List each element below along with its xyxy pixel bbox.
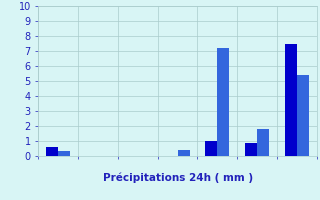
- Bar: [46, 147, 58, 156]
- X-axis label: Précipitations 24h ( mm ): Précipitations 24h ( mm ): [102, 173, 253, 183]
- Bar: [58, 151, 70, 156]
- Bar: [297, 75, 309, 156]
- Bar: [257, 129, 269, 156]
- Bar: [205, 141, 217, 156]
- Bar: [245, 142, 257, 156]
- Bar: [285, 44, 297, 156]
- Bar: [217, 48, 229, 156]
- Bar: [178, 150, 189, 156]
